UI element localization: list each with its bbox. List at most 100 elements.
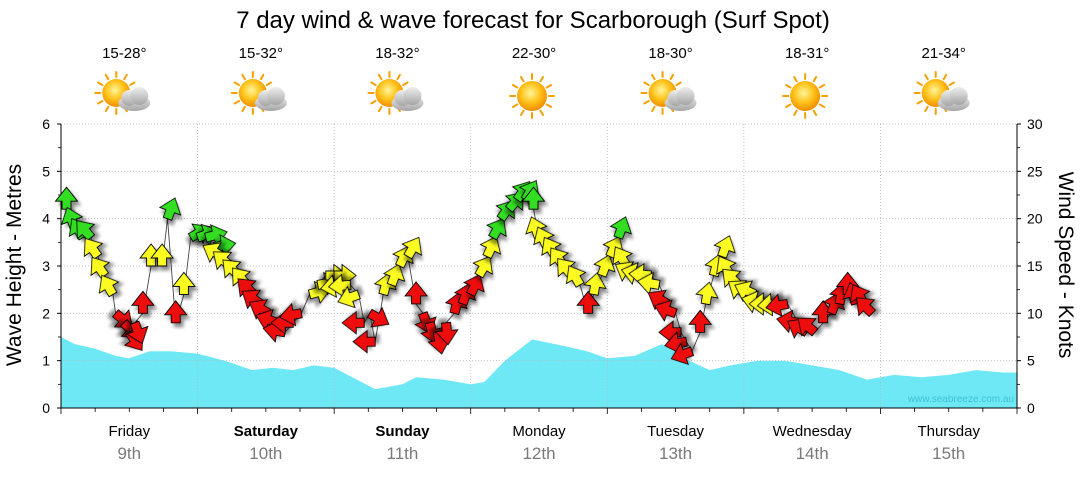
sun-ray bbox=[520, 109, 525, 117]
wind-arrow bbox=[150, 243, 175, 267]
cloud-shape bbox=[664, 87, 697, 111]
partly-cloudy-icon bbox=[230, 71, 287, 115]
temperature-label: 18-30° bbox=[648, 45, 692, 62]
partly-cloudy-icon bbox=[367, 71, 424, 115]
sun-ray bbox=[545, 84, 553, 89]
right-tick-label: 15 bbox=[1027, 258, 1043, 274]
sun-ray bbox=[396, 73, 401, 81]
sun-ray bbox=[924, 73, 929, 81]
cloud-part bbox=[266, 87, 285, 105]
left-tick-label: 5 bbox=[42, 163, 50, 179]
sun-ray bbox=[97, 100, 104, 105]
day-date-label: 12th bbox=[522, 444, 555, 463]
day-date-label: 15th bbox=[932, 444, 965, 463]
sun-ray bbox=[916, 100, 923, 105]
wind-arrow bbox=[688, 309, 713, 333]
sun-ray bbox=[812, 75, 818, 83]
sun-ray bbox=[97, 81, 104, 86]
left-tick-label: 0 bbox=[42, 400, 50, 416]
wind-arrow bbox=[158, 197, 182, 221]
wind-arrow bbox=[126, 320, 149, 345]
wind-arrow bbox=[83, 237, 104, 260]
sun-ray bbox=[793, 109, 798, 117]
y-left-label: Wave Height - Metres bbox=[3, 164, 26, 366]
sun-ray bbox=[916, 81, 923, 86]
day-name-label: Friday bbox=[108, 423, 150, 440]
sun-ray bbox=[812, 109, 818, 117]
partly-cloudy-icon bbox=[94, 71, 151, 115]
right-tick-label: 30 bbox=[1027, 116, 1043, 132]
sun-rays bbox=[509, 73, 555, 119]
wind-arrow bbox=[341, 310, 365, 335]
sun-disc bbox=[790, 81, 821, 111]
sun-ray bbox=[942, 73, 948, 81]
day-date-label: 14th bbox=[796, 444, 829, 463]
wind-arrow bbox=[337, 285, 361, 309]
wind-arrow bbox=[695, 281, 719, 306]
sun-ray bbox=[265, 81, 273, 86]
wind-arrow bbox=[404, 281, 429, 305]
wind-arrow bbox=[171, 271, 196, 295]
sun-ray bbox=[370, 100, 377, 105]
sun-ray bbox=[241, 105, 246, 113]
left-tick-label: 6 bbox=[42, 116, 50, 132]
sun-ray bbox=[669, 73, 675, 81]
sun-ray bbox=[539, 109, 544, 117]
sun-ray bbox=[675, 81, 682, 86]
wind-arrow bbox=[565, 265, 587, 288]
sun-ray bbox=[539, 75, 544, 83]
temperature-label: 18-31° bbox=[785, 45, 829, 62]
sun-ray bbox=[123, 73, 128, 81]
day-name-label: Thursday bbox=[917, 423, 980, 440]
temperature-label: 15-28° bbox=[102, 45, 146, 62]
sun-ray bbox=[129, 81, 136, 86]
wind-arrow bbox=[765, 293, 789, 317]
day-name-label: Monday bbox=[512, 423, 566, 440]
right-tick-label: 5 bbox=[1027, 353, 1035, 369]
right-tick-label: 25 bbox=[1027, 163, 1043, 179]
sun-ray bbox=[818, 103, 826, 108]
chart-title: 7 day wind & wave forecast for Scarborou… bbox=[236, 7, 830, 34]
sunny-icon bbox=[782, 73, 829, 119]
partly-cloudy-icon bbox=[913, 71, 970, 115]
wind-arrow bbox=[472, 255, 494, 279]
sunny-icon bbox=[509, 73, 555, 119]
left-tick-label: 2 bbox=[42, 305, 50, 321]
cloud-shape bbox=[254, 87, 287, 111]
sun-ray bbox=[104, 73, 110, 81]
watermark: www.seabreeze.com.au bbox=[907, 394, 1014, 405]
sun-ray bbox=[643, 81, 650, 86]
sun-ray bbox=[511, 103, 519, 108]
right-tick-label: 20 bbox=[1027, 211, 1043, 227]
sun-ray bbox=[370, 81, 377, 86]
sun-ray bbox=[643, 100, 650, 105]
sun-ray bbox=[402, 81, 409, 86]
wind-arrow bbox=[713, 235, 736, 259]
sun-ray bbox=[241, 73, 246, 81]
y-right-label: Wind Speed - Knots bbox=[1054, 172, 1077, 359]
sun-ray bbox=[924, 105, 929, 113]
temperature-label: 18-32° bbox=[375, 45, 419, 62]
left-tick-label: 3 bbox=[42, 258, 50, 274]
wind-arrow bbox=[279, 302, 303, 327]
sun-ray bbox=[233, 81, 241, 86]
sun-ray bbox=[651, 73, 656, 81]
cloud-part bbox=[676, 87, 695, 105]
sun-ray bbox=[545, 103, 553, 108]
day-date-label: 9th bbox=[117, 444, 141, 463]
wind-arrow bbox=[479, 235, 502, 259]
wind-arrow bbox=[521, 186, 546, 210]
wind-arrow bbox=[670, 342, 695, 365]
sun-ray bbox=[520, 75, 525, 83]
wind-arrow bbox=[583, 272, 607, 296]
sun-ray bbox=[511, 84, 519, 89]
wind-arrow bbox=[401, 236, 423, 260]
wind-arrow bbox=[486, 217, 507, 241]
wind-arrow bbox=[352, 329, 376, 354]
day-date-label: 11th bbox=[387, 444, 419, 463]
wind-arrow bbox=[576, 290, 601, 314]
day-date-label: 13th bbox=[659, 444, 692, 463]
day-name-label: Wednesday bbox=[773, 423, 852, 440]
